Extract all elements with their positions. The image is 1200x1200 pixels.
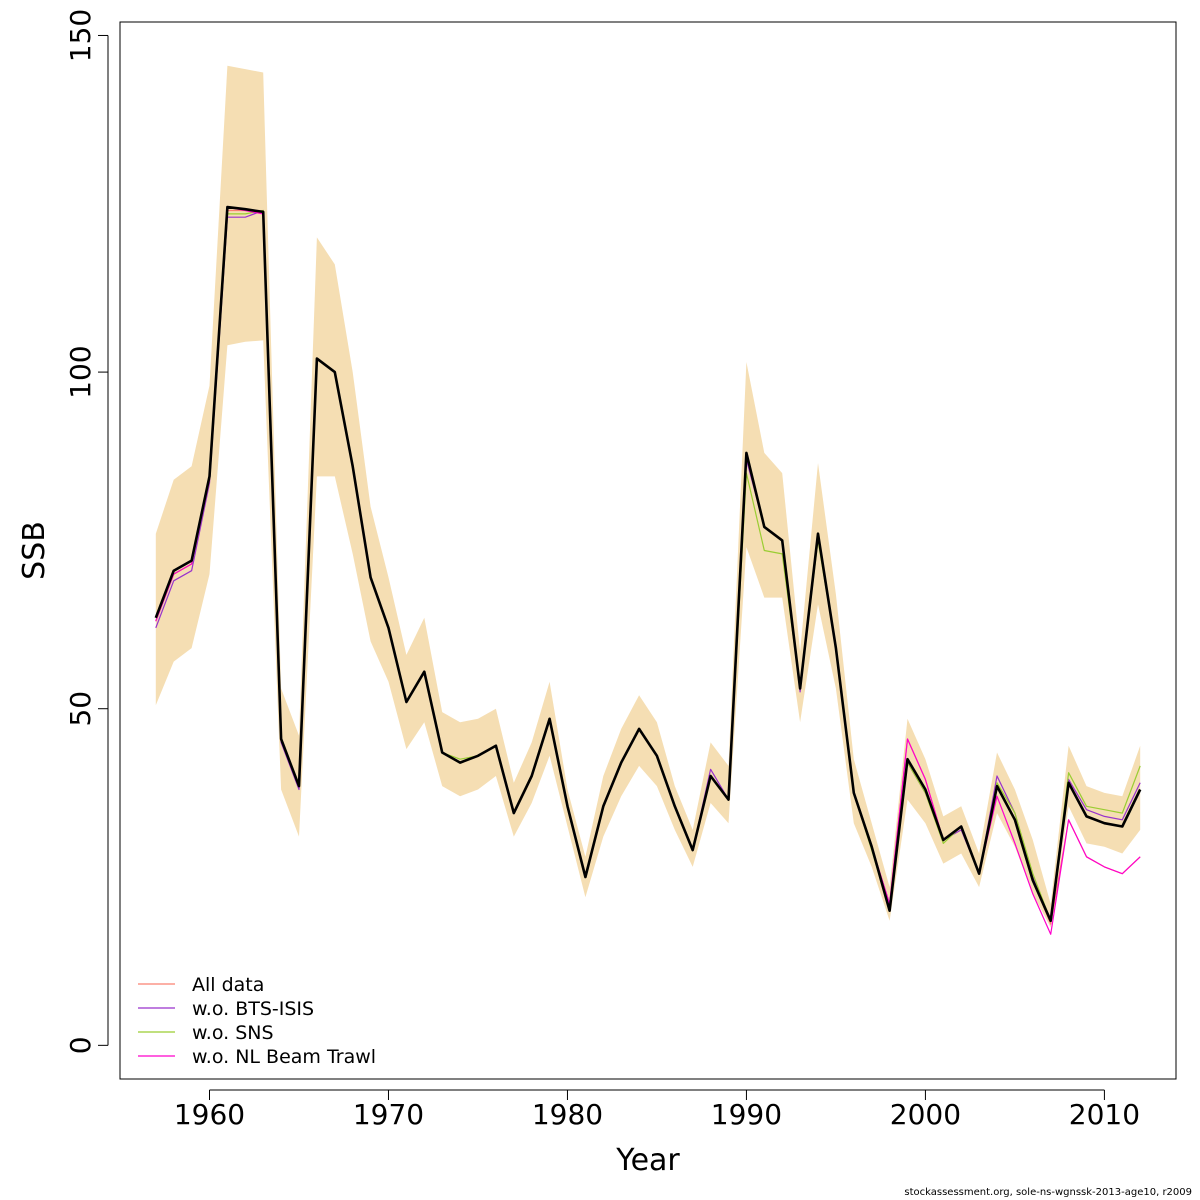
x-axis-title: Year: [615, 1143, 680, 1178]
x-tick-label: 1970: [353, 1098, 424, 1131]
x-tick-label: 1960: [174, 1098, 245, 1131]
confidence-band: [155, 65, 1141, 928]
x-tick-label: 2000: [890, 1098, 961, 1131]
legend-label: w.o. BTS-ISIS: [192, 998, 314, 1020]
legend-label: w.o. SNS: [192, 1022, 274, 1044]
y-axis-title: SSB: [17, 521, 52, 580]
legend-label: w.o. NL Beam Trawl: [192, 1046, 376, 1068]
credit-text: stockassessment.org, sole-ns-wgnssk-2013…: [904, 1187, 1192, 1198]
confidence-band-layer: [155, 65, 1141, 928]
axis-layer: 1960 1970 1980 1990 2000 2010 0 50 100 150: [64, 9, 1140, 1131]
plot-frame: [119, 21, 1177, 1080]
x-tick-label: 1990: [711, 1098, 782, 1131]
x-tick-label: 2010: [1069, 1098, 1140, 1131]
y-tick-label: 50: [64, 691, 97, 727]
y-tick-label: 150: [64, 9, 97, 62]
series-line-main-estimate: [154, 205, 1142, 923]
legend-label: All data: [192, 974, 264, 996]
y-tick-label: 0: [64, 1036, 97, 1054]
y-tick-label: 100: [64, 345, 97, 398]
x-tick-label: 1980: [532, 1098, 603, 1131]
series-layer: [154, 205, 1142, 935]
